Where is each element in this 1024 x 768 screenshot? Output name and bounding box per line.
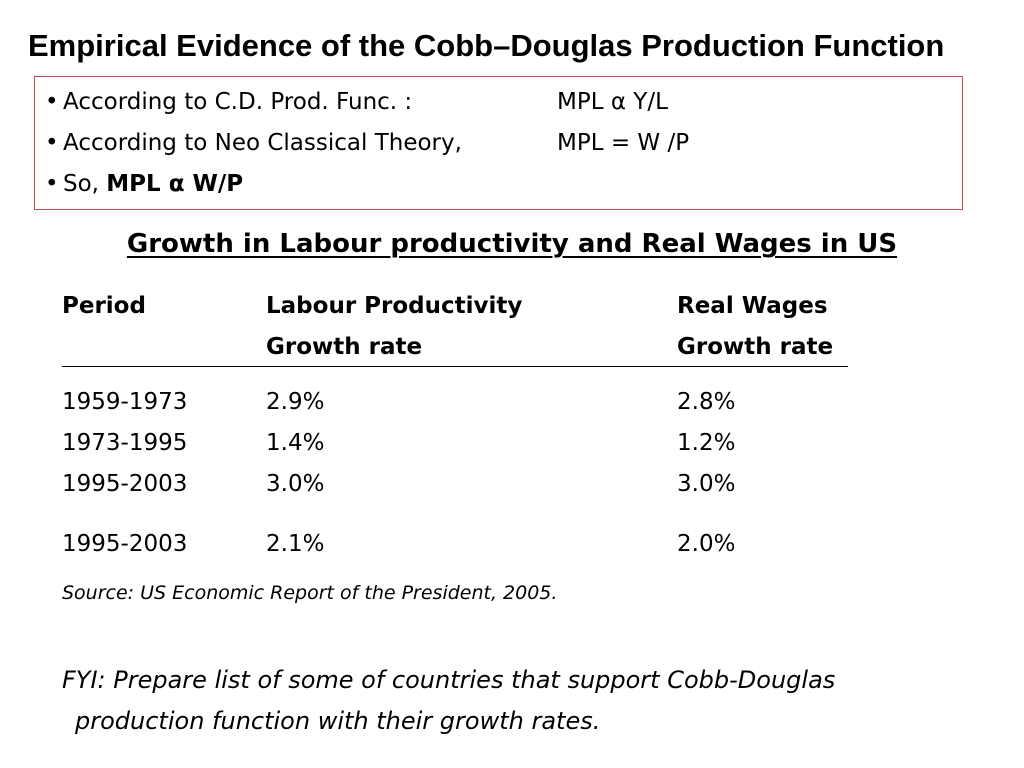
header-labour-line1: Labour Productivity xyxy=(266,293,523,319)
row-labour-rate: 2.9% xyxy=(266,389,325,415)
bullet-text: According to Neo Classical Theory, xyxy=(63,130,462,156)
header-underline xyxy=(62,366,848,367)
bullet-text: So, xyxy=(63,171,107,197)
bullet-marker: • xyxy=(45,89,59,115)
header-period: Period xyxy=(62,293,146,319)
bullet-item-cd-function: • According to C.D. Prod. Func. : MPL α Y… xyxy=(45,85,668,119)
row-wages-rate: 1.2% xyxy=(677,430,736,456)
bullet-item-conclusion: • So, MPL α W/P xyxy=(45,167,243,201)
row-labour-rate: 3.0% xyxy=(266,471,325,497)
row-period: 1995-2003 xyxy=(62,471,188,497)
bullet-item-neoclassical: • According to Neo Classical Theory, MPL … xyxy=(45,126,689,160)
table-heading: Growth in Labour productivity and Real W… xyxy=(0,224,1024,264)
bullet-bold-formula: MPL α W/P xyxy=(106,171,244,197)
row-wages-rate: 2.0% xyxy=(677,531,736,557)
slide-title: Empirical Evidence of the Cobb–Douglas P… xyxy=(28,28,945,63)
fyi-line-1: FYI: Prepare list of some of countries t… xyxy=(62,666,836,694)
table-heading-text: Growth in Labour productivity and Real W… xyxy=(126,229,898,259)
bullet-box: • According to C.D. Prod. Func. : MPL α Y… xyxy=(34,76,963,210)
fyi-line-2: production function with their growth ra… xyxy=(75,707,601,735)
fyi-note: FYI: Prepare list of some of countries t… xyxy=(62,660,962,742)
row-labour-rate: 1.4% xyxy=(266,430,325,456)
bullet-marker: • xyxy=(45,171,59,197)
bullet-formula: MPL = W /P xyxy=(557,130,690,156)
source-citation: Source: US Economic Report of the Presid… xyxy=(62,582,558,604)
header-wages-line1: Real Wages xyxy=(677,293,828,319)
bullet-text: According to C.D. Prod. Func. : xyxy=(63,89,413,115)
row-period: 1959-1973 xyxy=(62,389,188,415)
row-wages-rate: 3.0% xyxy=(677,471,736,497)
row-period: 1973-1995 xyxy=(62,430,188,456)
bullet-formula: MPL α Y/L xyxy=(557,89,668,115)
row-labour-rate: 2.1% xyxy=(266,531,325,557)
header-labour-line2: Growth rate xyxy=(266,334,423,360)
bullet-marker: • xyxy=(45,130,59,156)
header-wages-line2: Growth rate xyxy=(677,334,834,360)
row-period: 1995-2003 xyxy=(62,531,188,557)
row-wages-rate: 2.8% xyxy=(677,389,736,415)
